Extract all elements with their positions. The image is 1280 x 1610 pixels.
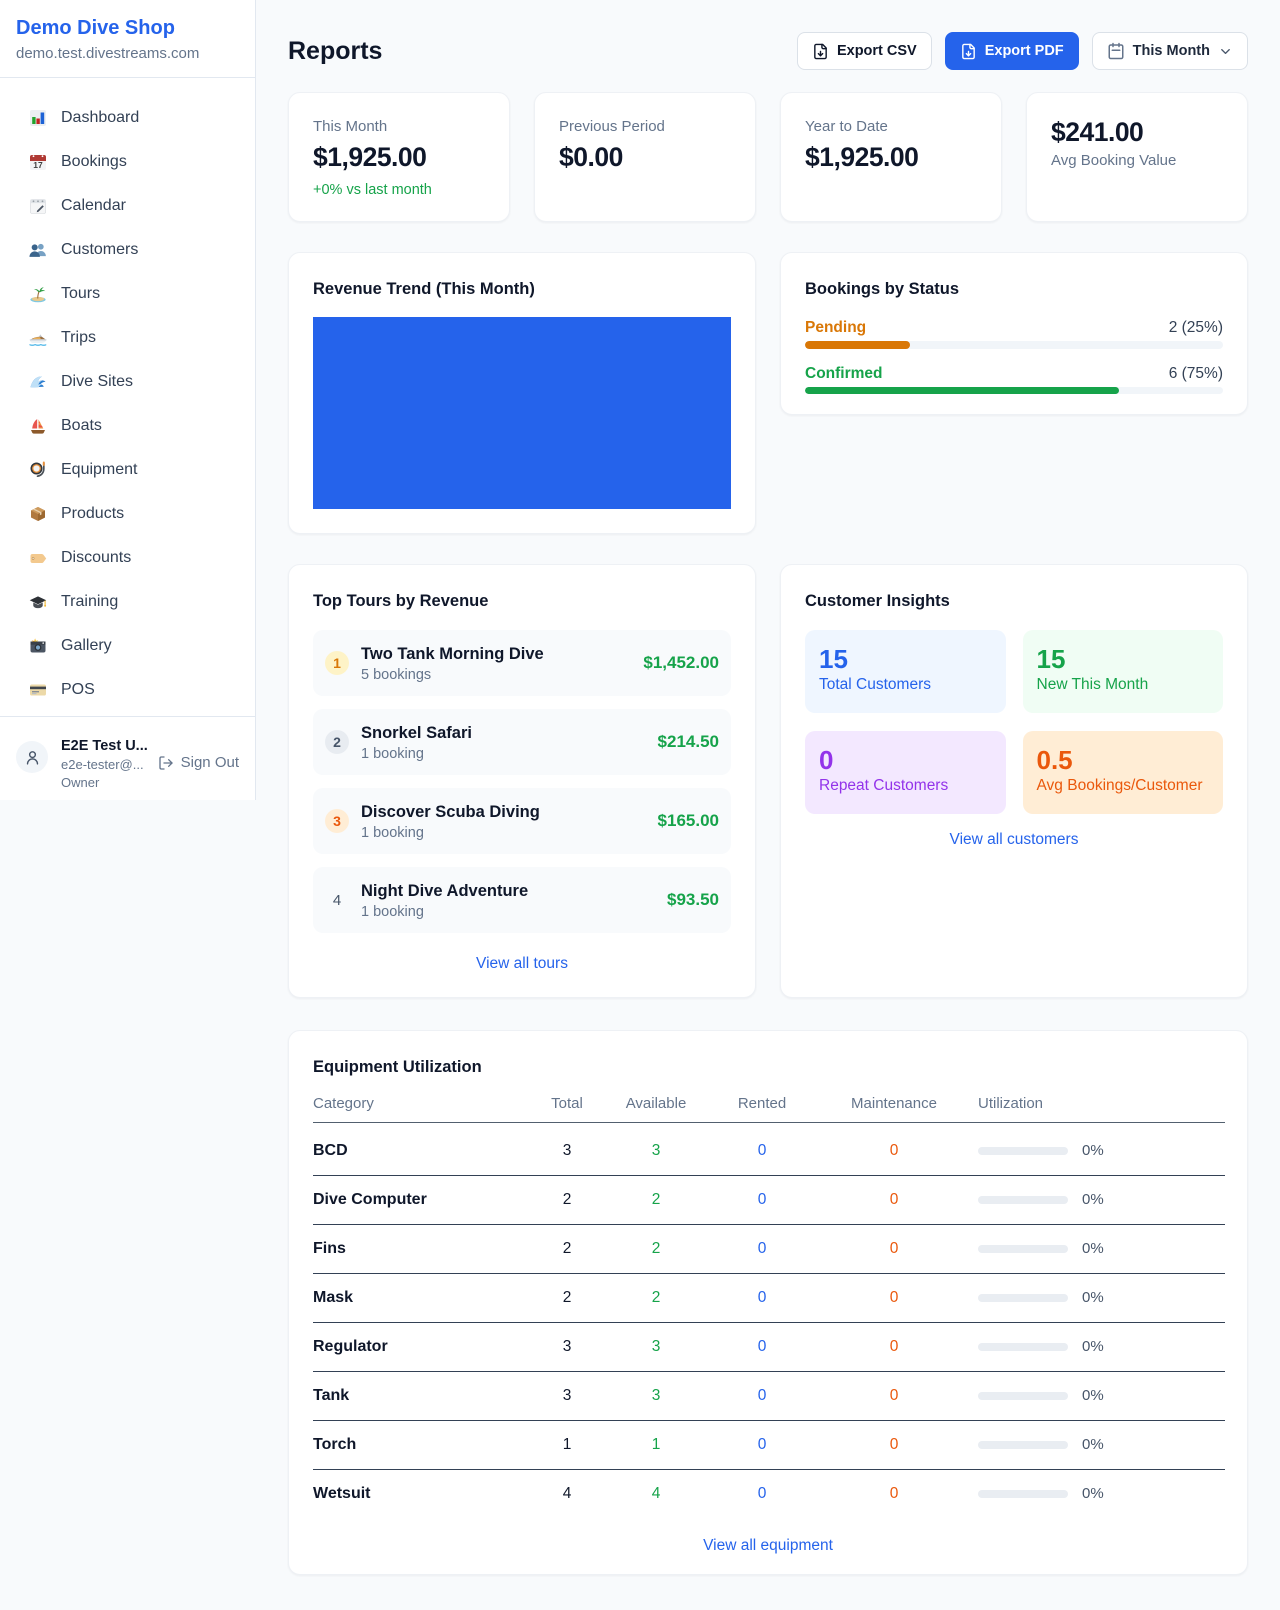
svg-text:17: 17 xyxy=(33,160,43,170)
